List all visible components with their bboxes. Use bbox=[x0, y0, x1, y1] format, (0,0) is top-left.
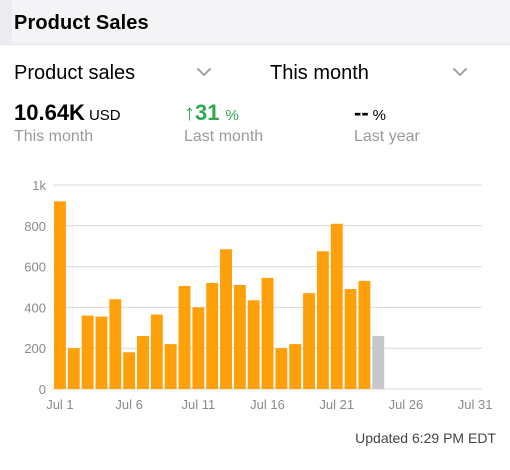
stat-last-year-label: Last year bbox=[354, 128, 420, 145]
bar bbox=[150, 314, 163, 389]
x-tick-label: Jul 6 bbox=[115, 397, 142, 412]
stat-last-year-unit: % bbox=[372, 107, 386, 124]
bar bbox=[330, 223, 343, 389]
stat-this-month-label: This month bbox=[14, 128, 94, 145]
stat-last-month-label: Last month bbox=[184, 128, 264, 145]
bar bbox=[123, 352, 136, 389]
stat-last-month-value-row: ↑31% bbox=[184, 100, 263, 126]
bar bbox=[164, 344, 177, 389]
stat-this-month-value: 10.64K bbox=[14, 100, 85, 125]
stat-last-year-value: -- bbox=[354, 100, 369, 125]
bar bbox=[358, 280, 371, 389]
bar bbox=[67, 348, 80, 389]
bar bbox=[261, 277, 274, 389]
stat-last-month: ↑31% Last month bbox=[184, 100, 263, 146]
y-tick-label: 1k bbox=[32, 178, 46, 193]
stat-this-month-unit: USD bbox=[88, 107, 121, 124]
x-tick-label: Jul 16 bbox=[250, 397, 285, 412]
y-tick-label: 400 bbox=[24, 300, 46, 315]
bar bbox=[220, 249, 232, 389]
bar bbox=[275, 348, 288, 389]
bar bbox=[247, 300, 260, 389]
stat-this-month: 10.64K USD This month bbox=[14, 100, 121, 146]
bar bbox=[192, 307, 205, 389]
updated-timestamp: Updated 6:29 PM EDT bbox=[355, 430, 496, 446]
bar bbox=[206, 282, 219, 389]
stat-last-year: --% Last year bbox=[354, 100, 420, 146]
x-tick-label: Jul 31 bbox=[458, 397, 493, 412]
stat-last-month-unit: % bbox=[225, 107, 239, 124]
bar bbox=[303, 293, 315, 389]
bar bbox=[316, 251, 329, 389]
bar bbox=[289, 344, 302, 389]
stat-last-year-value-row: --% bbox=[354, 100, 420, 126]
bar bbox=[233, 284, 246, 389]
period-dropdown[interactable]: This month bbox=[270, 58, 480, 88]
chevron-down-icon bbox=[197, 68, 211, 76]
x-tick-label: Jul 26 bbox=[389, 397, 424, 412]
y-tick-label: 800 bbox=[24, 219, 46, 234]
page-title: Product Sales bbox=[14, 12, 149, 34]
title-bar: Product Sales bbox=[0, 0, 510, 45]
period-dropdown-label: This month bbox=[270, 61, 369, 84]
sales-bar-chart: 0 200 400 600 800 1k Jul 1 Jul 6 Jul 11 Jul 16 Jul… bbox=[24, 178, 493, 412]
metric-dropdown[interactable]: Product sales bbox=[14, 58, 224, 88]
projected-bar bbox=[372, 335, 385, 389]
bar bbox=[109, 299, 122, 389]
metric-dropdown-label: Product sales bbox=[14, 61, 136, 84]
bar bbox=[95, 316, 108, 389]
y-tick-label: 600 bbox=[24, 260, 46, 275]
bar bbox=[81, 315, 94, 389]
y-tick-label: 200 bbox=[24, 341, 46, 356]
stat-last-month-value: 31 bbox=[195, 100, 220, 125]
y-tick-label: 0 bbox=[39, 382, 46, 397]
x-tick-label: Jul 11 bbox=[181, 397, 215, 412]
bar bbox=[344, 289, 357, 389]
arrow-up-icon: ↑ bbox=[184, 100, 195, 125]
chevron-down-icon bbox=[453, 68, 467, 76]
bar bbox=[178, 285, 191, 389]
stat-this-month-value-row: 10.64K USD bbox=[14, 100, 121, 126]
x-tick-label: Jul 1 bbox=[46, 397, 73, 412]
bar bbox=[137, 335, 149, 389]
x-tick-label: Jul 21 bbox=[319, 397, 354, 412]
title-bar-edge bbox=[0, 0, 12, 44]
bar bbox=[54, 201, 66, 389]
